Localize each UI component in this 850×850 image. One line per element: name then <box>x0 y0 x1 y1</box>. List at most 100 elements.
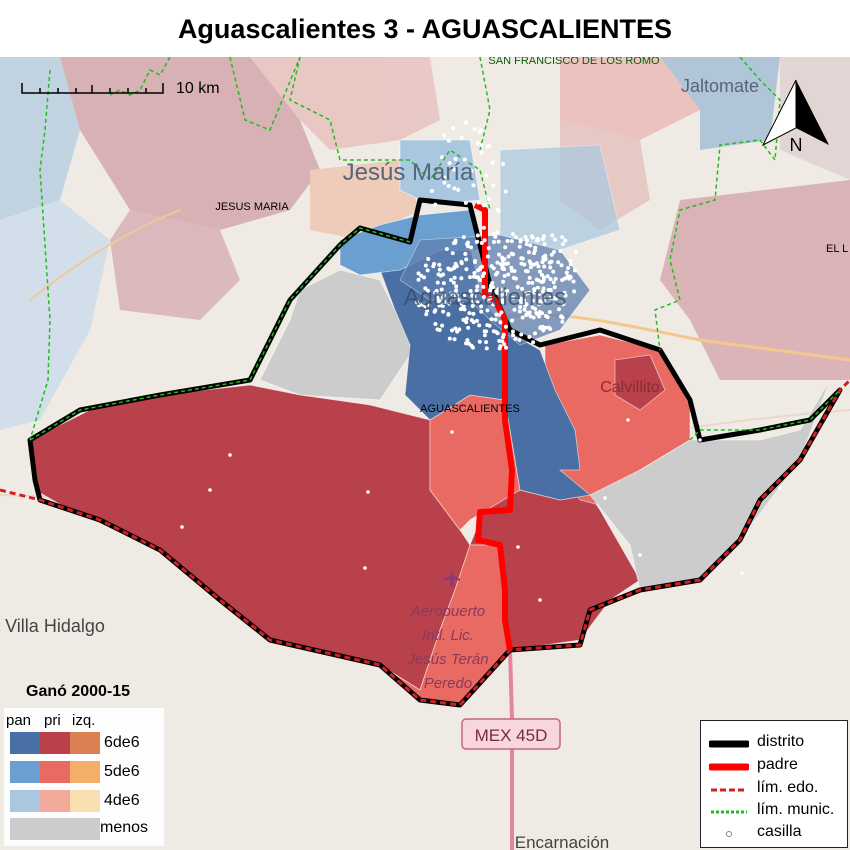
casilla-point <box>568 258 573 263</box>
casilla-point <box>479 309 484 314</box>
casilla-point <box>545 315 550 320</box>
map-title: Aguascalientes 3 - AGUASCALIENTES <box>177 14 673 44</box>
casilla-point <box>518 305 523 310</box>
casilla-point <box>523 234 528 239</box>
line-legend-edo: lím. edo. <box>709 779 843 801</box>
casilla-point <box>520 286 525 291</box>
casilla-point <box>450 430 454 434</box>
casilla-point <box>440 323 445 328</box>
casilla-point <box>540 289 545 294</box>
casilla-point <box>509 265 514 270</box>
casilla-point <box>531 340 536 345</box>
casilla-point <box>452 337 457 342</box>
casilla-point <box>566 265 571 270</box>
casilla-point <box>500 265 505 270</box>
casilla-point <box>439 287 444 292</box>
casilla-point <box>484 173 489 178</box>
casilla-point <box>638 553 642 557</box>
section-menos-east <box>589 379 831 591</box>
casilla-point <box>456 187 461 192</box>
casilla-point <box>526 250 531 255</box>
casilla-point <box>534 277 539 282</box>
casilla-point <box>522 307 527 312</box>
casilla-point <box>475 233 480 238</box>
casilla-point <box>563 238 568 243</box>
casilla-point <box>520 315 525 320</box>
casilla-point <box>476 200 481 205</box>
label-el-llano: EL L <box>826 243 848 255</box>
casilla-point <box>560 242 565 247</box>
casilla-point <box>506 272 511 277</box>
swatch-izq-menos <box>70 818 100 840</box>
casilla-point <box>366 490 370 494</box>
casilla-point <box>426 256 431 261</box>
casilla-point <box>442 300 447 305</box>
casilla-point <box>552 285 557 290</box>
casilla-point <box>497 338 502 343</box>
casilla-point <box>553 237 558 242</box>
casilla-point <box>475 140 480 145</box>
casilla-point <box>468 275 473 280</box>
label-aguascalientes-muni: AGUASCALIENTES <box>420 403 520 415</box>
casilla-point <box>452 167 457 172</box>
casilla-point <box>510 329 515 334</box>
casilla-point <box>424 312 429 317</box>
casilla-point <box>442 133 447 138</box>
casilla-point <box>538 598 542 602</box>
casilla-point <box>471 274 476 279</box>
casilla-point <box>481 284 486 289</box>
casilla-point <box>479 143 484 148</box>
casilla-point <box>532 290 537 295</box>
casilla-point <box>546 325 551 330</box>
casilla-point <box>498 320 503 325</box>
casilla-point <box>427 303 432 308</box>
casilla-point <box>568 275 573 280</box>
casilla-point <box>538 325 543 330</box>
casilla-point <box>493 234 498 239</box>
casilla-point <box>489 317 494 322</box>
casilla-point <box>439 155 444 160</box>
casilla-points <box>180 120 782 602</box>
casilla-point <box>425 288 430 293</box>
casilla-point <box>548 277 553 282</box>
casilla-point <box>432 309 437 314</box>
win-legend-col-pri: pri <box>44 712 61 729</box>
casilla-point <box>548 295 553 300</box>
casilla-point <box>433 321 438 326</box>
casilla-point <box>431 264 436 269</box>
casilla-point <box>494 230 499 235</box>
casilla-point <box>485 254 490 259</box>
casilla-point <box>496 239 501 244</box>
label-airport-2: Intl. Lic. <box>422 627 474 644</box>
casilla-point <box>505 238 510 243</box>
label-airport-1: Aeropuerto <box>410 603 485 620</box>
district-sections <box>29 139 831 706</box>
casilla-point <box>527 334 532 339</box>
casilla-point <box>437 328 442 333</box>
casilla-point <box>511 333 516 338</box>
casilla-point <box>517 338 522 343</box>
casilla-point <box>486 296 491 301</box>
casilla-point <box>462 157 467 162</box>
casilla-point <box>480 264 485 269</box>
casilla-point <box>499 310 504 315</box>
win-legend-row-4de6: 4de6 <box>104 792 140 809</box>
casilla-point <box>363 566 367 570</box>
north-arrow-label: N <box>790 135 803 155</box>
highway-shield: MEX 45D <box>461 718 561 750</box>
casilla-point <box>513 336 518 341</box>
win-legend-col-izq: izq. <box>72 712 96 729</box>
casilla-point <box>513 235 518 240</box>
casilla-point <box>526 280 531 285</box>
casilla-point <box>517 309 522 314</box>
casilla-point <box>469 245 474 250</box>
casilla-point <box>500 255 505 260</box>
casilla-point <box>528 243 533 248</box>
casilla-point <box>469 168 474 173</box>
casilla-point <box>467 311 472 316</box>
casilla-point <box>542 242 547 247</box>
background-municipalities <box>0 57 850 430</box>
casilla-point <box>471 183 476 188</box>
casilla-point <box>461 317 466 322</box>
casilla-point <box>498 287 503 292</box>
